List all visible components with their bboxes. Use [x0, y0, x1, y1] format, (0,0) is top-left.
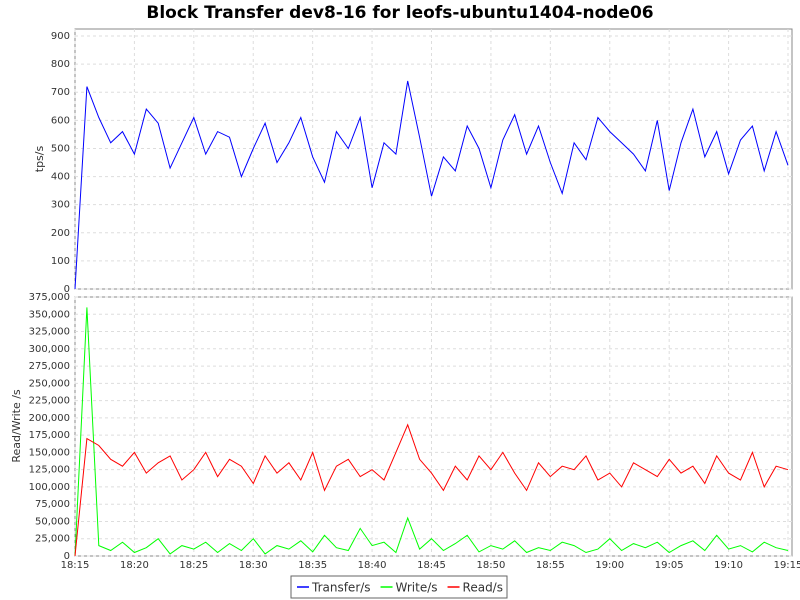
y-tick-label: 225,000: [29, 396, 70, 407]
data-line: [74, 423, 789, 557]
data-line: [74, 80, 789, 290]
x-tick-label: 18:30: [239, 560, 268, 571]
legend: [290, 575, 508, 599]
y-tick-label: 800: [51, 59, 70, 70]
x-tick-label: 19:15: [774, 560, 800, 571]
y-tick-label: 600: [51, 115, 70, 126]
y-tick-label: 400: [51, 172, 70, 183]
x-tick-label: 18:40: [358, 560, 387, 571]
y-tick-label: 500: [51, 143, 70, 154]
x-tick-label: 18:55: [536, 560, 565, 571]
y-tick-label: 900: [51, 31, 70, 42]
y-tick-label: 375,000: [29, 292, 70, 303]
data-line: [74, 307, 789, 557]
x-tick-label: 18:20: [120, 560, 149, 571]
y-tick-label: 100: [51, 256, 70, 267]
legend-label: Write/s: [396, 581, 438, 595]
x-tick-label: 18:50: [477, 560, 506, 571]
x-tick-label: 19:05: [655, 560, 684, 571]
y-tick-label: 150,000: [29, 447, 70, 458]
y-tick-label: 25,000: [35, 534, 70, 545]
y-tick-label: 100,000: [29, 482, 70, 493]
y-tick-label: 700: [51, 87, 70, 98]
x-tick-label: 19:10: [714, 560, 743, 571]
y-tick-label: 175,000: [29, 430, 70, 441]
x-tick-label: 18:25: [179, 560, 208, 571]
y-tick-label: 200,000: [29, 413, 70, 424]
y-tick-label: 200: [51, 228, 70, 239]
y-tick-label: 50,000: [35, 516, 70, 527]
y-tick-label: 0: [64, 284, 70, 295]
x-tick-label: 19:00: [595, 560, 624, 571]
y-tick-label: 125,000: [29, 465, 70, 476]
legend-label: Read/s: [463, 581, 503, 595]
y-tick-label: 325,000: [29, 327, 70, 338]
y-tick-label: 300: [51, 200, 70, 211]
y-tick-label: 250,000: [29, 378, 70, 389]
x-tick-label: 18:15: [61, 560, 90, 571]
y-tick-label: 75,000: [35, 499, 70, 510]
y-axis-label: Read/Write /s: [10, 389, 23, 463]
legend-label: Transfer/s: [311, 581, 371, 595]
plot-area: [74, 28, 793, 290]
y-axis-label: tps/s: [33, 146, 46, 173]
y-tick-label: 275,000: [29, 361, 70, 372]
y-tick-label: 300,000: [29, 344, 70, 355]
y-tick-label: 350,000: [29, 309, 70, 320]
plot-area: [74, 296, 793, 557]
y-tick-label: 0: [64, 551, 70, 562]
chart-title: Block Transfer dev8-16 for leofs-ubuntu1…: [146, 3, 653, 23]
x-tick-label: 18:45: [417, 560, 446, 571]
x-tick-label: 18:35: [298, 560, 327, 571]
